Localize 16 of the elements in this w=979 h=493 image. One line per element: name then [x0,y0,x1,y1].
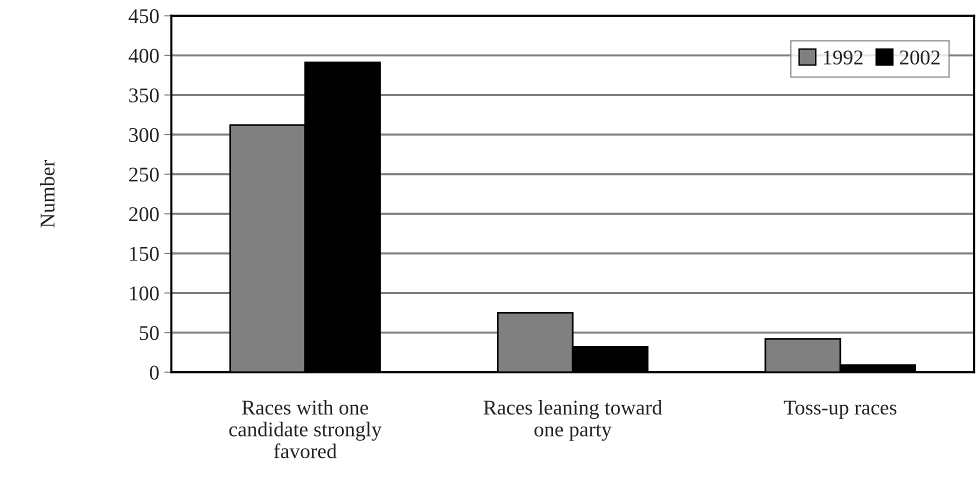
legend-label: 2002 [900,50,940,65]
y-tick-label: 300 [129,128,159,142]
y-tick-label: 100 [130,286,159,300]
legend-label: 1992 [824,50,863,65]
x-tick-label: Races leaning toward one party [484,400,662,441]
y-tick-label: 250 [129,168,159,182]
y-tick-label: 150 [130,246,159,261]
y-tick-label: 350 [129,88,159,102]
x-tick-label: Races with one candidate strongly favored [229,400,382,458]
y-axis-title: Number [40,160,55,228]
y-tick-label: 450 [128,9,159,24]
y-tick-label: 200 [129,207,159,222]
y-tick-label: 0 [150,366,159,380]
y-tick-label: 400 [128,48,159,63]
y-tick-label: 50 [140,326,159,340]
x-tick-label: Toss-up races [784,400,896,419]
